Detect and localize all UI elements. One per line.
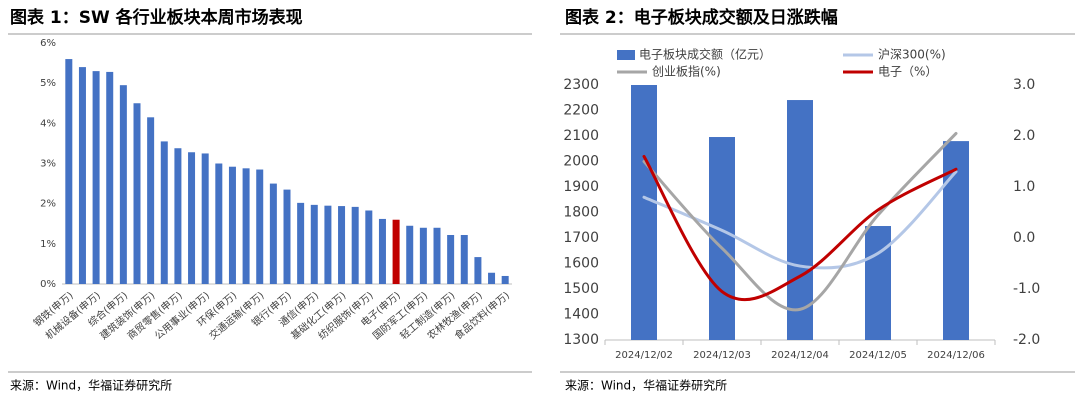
legend-label: 电子板块成交额（亿元） [639, 47, 771, 62]
y-tick-label: 1900 [563, 179, 599, 195]
y-tick-label: 1400 [563, 307, 599, 323]
y2-tick-label: 0.0 [1013, 230, 1035, 246]
bar [228, 166, 236, 284]
y-tick-label: 2% [40, 199, 56, 210]
legend-label: 沪深300(%) [878, 48, 946, 62]
y-tick-label: 5% [40, 78, 56, 89]
y2-tick-label: -2.0 [1013, 332, 1040, 348]
x-tick-label: 2024/12/02 [615, 350, 673, 361]
y-tick-label: 1600 [563, 256, 599, 272]
y-tick-label: 1500 [563, 281, 599, 297]
bar [324, 205, 332, 284]
bar [365, 210, 373, 284]
bar [474, 257, 482, 284]
bar [174, 148, 182, 284]
bar [865, 226, 891, 340]
x-tick-label: 2024/12/05 [849, 350, 907, 361]
bar [215, 163, 223, 284]
x-tick-label: 2024/12/06 [927, 350, 985, 361]
bar [460, 234, 468, 284]
bar [297, 202, 305, 284]
y-tick-label: 1800 [563, 205, 599, 221]
y-tick-label: 1700 [563, 230, 599, 246]
bar [160, 141, 168, 284]
chart-title: 图表 1：SW 各行业板块本周市场表现 [10, 7, 303, 28]
y-tick-label: 6% [40, 38, 56, 49]
y2-tick-label: 3.0 [1013, 77, 1035, 93]
y-tick-label: 1300 [563, 332, 599, 348]
source: 来源：Wind，华福证券研究所 [10, 378, 172, 393]
bar [406, 225, 414, 284]
bar [488, 272, 496, 284]
bar [447, 234, 455, 284]
bar [65, 59, 73, 284]
bar [256, 169, 264, 284]
chart-title: 图表 2：电子板块成交额及日涨跌幅 [565, 7, 838, 28]
bar [351, 206, 359, 284]
bar [310, 204, 318, 284]
y-tick-label: 2000 [563, 154, 599, 170]
y-tick-label: 4% [40, 118, 56, 129]
bar [201, 153, 209, 284]
bar [631, 85, 657, 340]
y2-tick-label: 2.0 [1013, 128, 1035, 144]
bar [283, 189, 291, 284]
legend-label: 电子（%） [878, 65, 937, 79]
y-tick-label: 1% [40, 239, 56, 250]
x-tick-label: 2024/12/03 [693, 350, 751, 361]
bar [133, 103, 141, 284]
y-tick-label: 3% [40, 159, 56, 170]
bar [419, 227, 427, 284]
line-series [642, 170, 958, 270]
bar [269, 183, 277, 284]
bar [119, 85, 127, 284]
bar [392, 219, 400, 284]
line-series [642, 131, 958, 312]
bar [501, 275, 509, 284]
y-tick-label: 2200 [563, 103, 599, 119]
bar [106, 71, 114, 284]
bar [787, 100, 813, 340]
bar [78, 67, 86, 284]
bar [147, 117, 155, 284]
legend-label: 创业板指(%) [652, 64, 721, 79]
legend-swatch [617, 50, 635, 60]
bar [92, 71, 100, 284]
x-tick-label: 2024/12/04 [771, 350, 829, 361]
y2-tick-label: 1.0 [1013, 179, 1035, 195]
bar [242, 168, 250, 284]
bar [188, 152, 196, 284]
source: 来源：Wind，华福证券研究所 [565, 378, 727, 393]
y2-tick-label: -1.0 [1013, 281, 1040, 297]
line-series [642, 154, 958, 302]
bar [378, 218, 386, 284]
bar [433, 227, 441, 284]
y-tick-label: 2300 [563, 77, 599, 93]
y-tick-label: 0% [40, 279, 56, 290]
y-tick-label: 2100 [563, 128, 599, 144]
bar [338, 206, 346, 284]
